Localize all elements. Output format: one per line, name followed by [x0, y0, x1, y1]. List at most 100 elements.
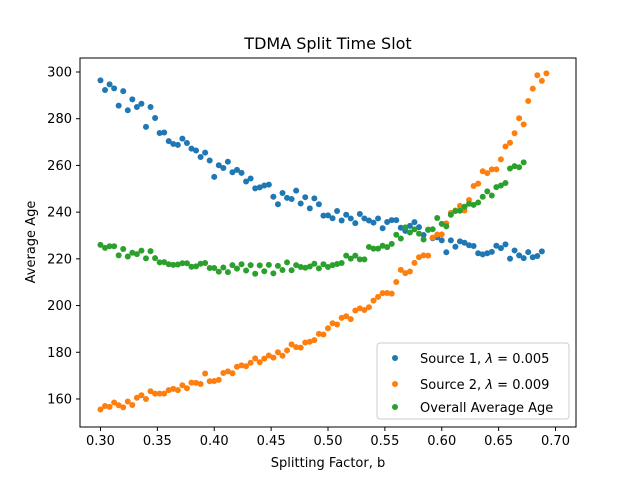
data-point [343, 252, 350, 259]
data-point [338, 314, 345, 321]
data-point [111, 85, 118, 92]
data-point [165, 261, 172, 268]
data-point [325, 325, 331, 332]
data-point [406, 268, 413, 275]
data-point [229, 370, 236, 377]
data-point [520, 121, 527, 128]
data-point [129, 249, 136, 256]
data-point [402, 224, 409, 231]
y-tick-label: 260 [47, 159, 72, 174]
data-point [516, 115, 523, 122]
x-tick-label: 0.30 [86, 434, 115, 449]
data-point [106, 243, 113, 250]
data-point [133, 251, 140, 258]
data-point [261, 268, 268, 275]
data-point [338, 217, 345, 224]
data-point [161, 129, 168, 136]
data-point [152, 390, 159, 397]
data-point [220, 264, 227, 271]
data-point [329, 262, 336, 269]
y-axis-ticks: 160 180 200 220 240 260 280 300 [47, 66, 80, 407]
data-point [211, 264, 218, 271]
data-point [97, 77, 104, 84]
data-point [416, 254, 423, 261]
y-tick-label: 200 [47, 299, 72, 314]
data-point [174, 387, 181, 394]
data-point [211, 377, 218, 384]
data-point [443, 249, 450, 256]
data-point [438, 231, 445, 238]
data-point [102, 244, 109, 251]
data-point [256, 262, 263, 269]
data-point [352, 307, 359, 314]
data-point [183, 140, 190, 147]
data-point [252, 355, 259, 362]
data-point [338, 260, 345, 267]
data-point [156, 390, 163, 397]
data-point [274, 349, 281, 356]
data-point [115, 102, 122, 109]
data-point [256, 359, 263, 366]
data-point [461, 203, 468, 210]
data-point [156, 129, 163, 136]
data-point [147, 104, 154, 111]
data-point [311, 260, 318, 267]
data-point [347, 316, 354, 323]
data-point [384, 244, 391, 251]
data-point [493, 184, 500, 191]
data-point [233, 265, 240, 272]
data-point [297, 264, 304, 271]
data-point [352, 220, 359, 227]
data-point [406, 229, 413, 236]
data-point [497, 182, 504, 189]
data-point [311, 337, 318, 344]
data-point [443, 223, 450, 230]
data-point [206, 157, 213, 164]
data-point [129, 402, 136, 409]
data-point [470, 182, 477, 189]
data-point [288, 196, 295, 203]
data-point [416, 230, 423, 237]
data-point [315, 201, 322, 208]
data-point [142, 123, 149, 130]
legend-label-source-1: Source 1, λ = 0.005 [420, 352, 549, 367]
data-point [365, 243, 372, 250]
data-point [193, 263, 200, 270]
data-point [302, 194, 309, 201]
data-point [243, 178, 250, 185]
data-point [170, 140, 177, 147]
data-point [370, 297, 377, 304]
data-point [502, 143, 509, 150]
data-point [388, 290, 395, 297]
data-point [429, 234, 436, 241]
data-point [475, 180, 482, 187]
data-point [484, 250, 491, 257]
data-point [306, 205, 313, 212]
data-point [265, 261, 272, 268]
data-point [520, 159, 527, 166]
data-point [179, 382, 186, 389]
data-point [416, 224, 423, 231]
data-point [274, 262, 281, 269]
data-point [197, 154, 204, 161]
data-point [256, 184, 263, 191]
data-point [361, 215, 368, 222]
data-point [488, 192, 495, 199]
data-point [297, 344, 304, 351]
data-point [193, 379, 200, 386]
data-point [393, 217, 400, 224]
data-point [534, 72, 541, 79]
data-point [456, 238, 463, 245]
x-tick-label: 0.60 [427, 434, 456, 449]
data-point [361, 256, 368, 263]
data-point [115, 402, 122, 409]
legend-marker-overall [392, 404, 398, 410]
data-point [188, 263, 195, 270]
legend-marker-source-1 [392, 355, 398, 361]
data-point [334, 260, 341, 267]
data-point [384, 289, 391, 296]
data-point [493, 166, 500, 173]
data-point [193, 147, 200, 154]
data-point [120, 88, 127, 95]
data-point [120, 404, 127, 411]
